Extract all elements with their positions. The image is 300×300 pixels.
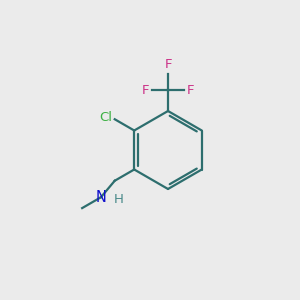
Text: F: F: [164, 58, 172, 71]
Text: H: H: [113, 193, 123, 206]
Text: Cl: Cl: [100, 111, 112, 124]
Text: F: F: [142, 83, 149, 97]
Text: N: N: [95, 190, 106, 205]
Text: F: F: [187, 83, 194, 97]
